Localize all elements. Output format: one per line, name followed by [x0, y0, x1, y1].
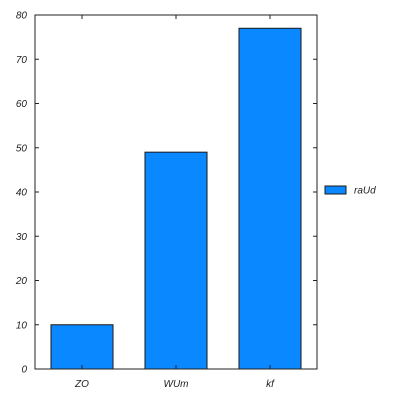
y-tick-label: 40: [16, 188, 28, 199]
bar-WUm: [144, 151, 208, 370]
x-tick-label: kf: [266, 379, 275, 390]
ticks-layer: 0 10 20 30 40 50 60 70 80 ZO WUm kf: [15, 11, 317, 390]
y-tick-label: 30: [16, 232, 28, 243]
y-tick-label: 20: [15, 276, 28, 287]
x-tick-label: ZO: [74, 379, 89, 390]
y-tick-label: 80: [16, 11, 28, 22]
bar-ZO: [50, 324, 114, 370]
legend-swatch: [324, 185, 347, 195]
legend-label: raUd: [354, 186, 376, 197]
y-tick-label: 60: [16, 99, 28, 110]
y-tick-label: 50: [16, 143, 28, 154]
y-tick-label: 10: [16, 320, 28, 331]
legend: raUd: [324, 185, 376, 197]
y-tick-label: 0: [21, 365, 27, 376]
y-tick-label: 70: [16, 55, 28, 66]
bars-layer: [50, 27, 302, 370]
x-tick-label: WUm: [164, 379, 189, 390]
bar-kf: [238, 27, 302, 370]
